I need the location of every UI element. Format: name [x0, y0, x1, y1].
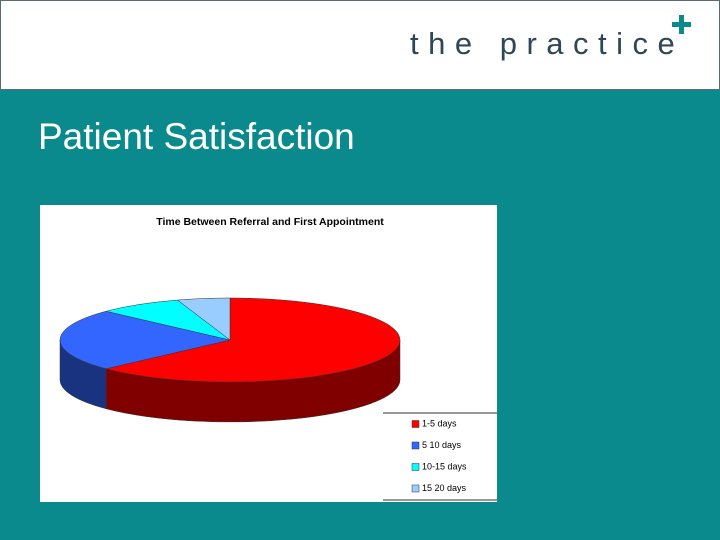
- legend-label: 1-5 days: [422, 418, 457, 428]
- slide-title: Patient Satisfaction: [38, 116, 355, 157]
- legend-swatch: [411, 420, 420, 428]
- legend-swatch: [411, 463, 420, 471]
- slice: [59, 310, 231, 370]
- logo-plus: [672, 15, 691, 34]
- legend-label: 5 10 days: [422, 440, 462, 450]
- legend-label: 15 20 days: [422, 483, 467, 493]
- logo: the practice: [410, 26, 685, 61]
- chart: Time Between Referral and First Appointm…: [40, 205, 497, 502]
- legend-swatch: [411, 441, 420, 450]
- chart-title: Time Between Referral and First Appointm…: [156, 216, 384, 228]
- legend-swatch: [411, 484, 420, 493]
- slice: [106, 297, 401, 383]
- legend-label: 10-15 days: [422, 461, 467, 471]
- slice: [176, 297, 231, 341]
- header-bar: [0, 0, 720, 90]
